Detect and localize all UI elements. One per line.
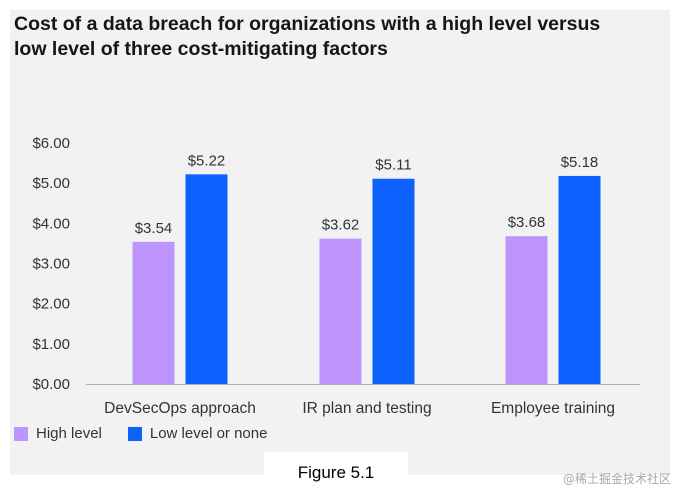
bar-high-1 <box>132 241 175 384</box>
bar-high-3 <box>505 236 548 384</box>
legend-item-high: High level <box>14 425 102 442</box>
y-tick-label: $5.00 <box>32 175 70 192</box>
data-label: $3.62 <box>322 217 360 234</box>
y-tick-label: $0.00 <box>32 376 70 393</box>
x-category-label: Employee training <box>491 400 615 417</box>
bar-low-3 <box>558 175 601 384</box>
x-category-label: DevSecOps approach <box>104 400 256 417</box>
y-tick-label: $2.00 <box>32 296 70 313</box>
legend-swatch-low <box>127 426 142 441</box>
data-label: $3.54 <box>135 220 173 237</box>
bar-low-2 <box>372 178 415 384</box>
bar-low-1 <box>185 174 228 384</box>
y-tick-label: $4.00 <box>32 215 70 232</box>
chart-legend: High level Low level or none <box>14 425 293 442</box>
legend-label-high: High level <box>36 425 102 442</box>
chart-title: Cost of a data breach for organizations … <box>14 13 601 60</box>
watermark: @稀土掘金技术社区 <box>562 472 671 486</box>
y-tick-label: $3.00 <box>32 256 70 273</box>
legend-swatch-high <box>14 426 28 441</box>
y-tick-label: $6.00 <box>32 135 70 152</box>
legend-item-low: Low level or none <box>127 425 268 442</box>
data-label: $3.68 <box>508 214 546 231</box>
data-label: $5.22 <box>188 152 226 169</box>
data-label: $5.18 <box>561 154 599 171</box>
y-tick-label: $1.00 <box>32 336 70 353</box>
bar-high-2 <box>319 238 362 384</box>
data-label: $5.11 <box>375 157 411 174</box>
x-category-label: IR plan and testing <box>302 400 431 417</box>
caption-box: Figure 5.1 <box>264 452 408 491</box>
bar-chart: $0.00 $1.00 $2.00 $3.00 $4.00 $5.00 $6.00 $3.54… <box>32 135 640 417</box>
figure-caption: Figure 5.1 <box>297 463 375 482</box>
legend-label-low: Low level or none <box>149 425 268 442</box>
